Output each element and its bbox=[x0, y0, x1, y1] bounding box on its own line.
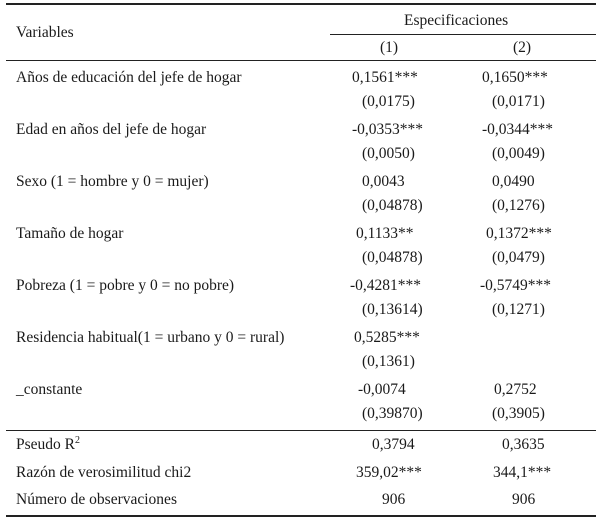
row-label: Residencia habitual(1 = urbano y 0 = rur… bbox=[16, 329, 285, 346]
coef-col1: -0,4281*** bbox=[350, 277, 422, 294]
se-col1: (0,13614) bbox=[362, 301, 423, 318]
coef-col2: 0,2752 bbox=[494, 381, 537, 398]
row-label: Pobreza (1 = pobre y 0 = no pobre) bbox=[16, 277, 235, 294]
coef-col1: 0,1133** bbox=[356, 225, 414, 242]
coef-col1: 0,0043 bbox=[362, 173, 405, 190]
row-label: _constante bbox=[16, 381, 83, 398]
coef-col2: 0,0490 bbox=[492, 173, 535, 190]
specifications-header: Especificaciones bbox=[404, 12, 509, 29]
se-col2: (0,1271) bbox=[492, 301, 545, 318]
se-col2: (0,0479) bbox=[492, 249, 545, 266]
stats-rule bbox=[6, 430, 596, 431]
se-col2: (0,0049) bbox=[492, 145, 545, 162]
header-rule bbox=[6, 60, 596, 61]
se-col2: (0,3905) bbox=[492, 405, 545, 422]
stat-col1: 359,02*** bbox=[356, 464, 422, 481]
stat-col1: 906 bbox=[382, 491, 406, 508]
stat-col2: 344,1*** bbox=[493, 464, 552, 481]
col1-header: (1) bbox=[380, 39, 399, 56]
col2-header: (2) bbox=[513, 39, 532, 56]
se-col1: (0,04878) bbox=[362, 249, 423, 266]
se-col1: (0,39870) bbox=[362, 405, 423, 422]
coef-col1: 0,5285*** bbox=[354, 329, 420, 346]
coef-col2: -0,0344*** bbox=[482, 121, 554, 138]
stat-label-pseudo-r2: Pseudo R2 bbox=[16, 435, 80, 456]
se-col1: (0,1361) bbox=[362, 353, 415, 370]
se-col1: (0,04878) bbox=[362, 197, 423, 214]
stat-col2: 906 bbox=[512, 491, 536, 508]
coef-col1: -0,0353*** bbox=[352, 121, 424, 138]
coef-col2: 0,1372*** bbox=[486, 225, 552, 242]
stat-col2: 0,3635 bbox=[502, 436, 545, 453]
coef-col1: -0,0074 bbox=[358, 381, 406, 398]
row-label: Edad en años del jefe de hogar bbox=[16, 121, 207, 138]
row-label: Tamaño de hogar bbox=[16, 225, 124, 242]
stat-label-text: Pseudo R bbox=[16, 436, 75, 453]
se-col2: (0,0171) bbox=[492, 93, 545, 110]
se-col2: (0,1276) bbox=[492, 197, 545, 214]
bottom-rule bbox=[6, 515, 596, 517]
stat-label: Razón de verosimilitud chi2 bbox=[16, 464, 192, 481]
variables-header: Variables bbox=[16, 24, 74, 41]
se-col1: (0,0050) bbox=[362, 145, 415, 162]
row-label: Sexo (1 = hombre y 0 = mujer) bbox=[16, 173, 209, 190]
stat-col1: 0,3794 bbox=[372, 436, 415, 453]
coef-col1: 0,1561*** bbox=[352, 69, 418, 86]
coef-col2: -0,5749*** bbox=[480, 277, 552, 294]
top-rule bbox=[6, 3, 596, 5]
coef-col2: 0,1650*** bbox=[482, 69, 548, 86]
specifications-rule bbox=[330, 34, 596, 35]
superscript: 2 bbox=[75, 435, 80, 446]
row-label: Años de educación del jefe de hogar bbox=[16, 69, 242, 86]
stat-label: Número de observaciones bbox=[16, 491, 177, 508]
se-col1: (0,0175) bbox=[362, 93, 415, 110]
